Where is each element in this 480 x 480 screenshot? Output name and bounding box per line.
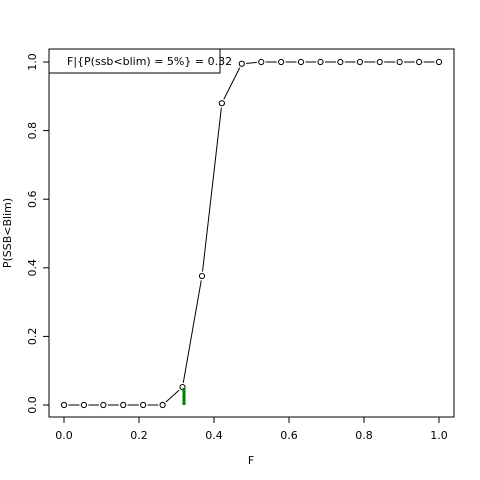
legend-text: F|{P(ssb<blim) = 5%} = 0.32 [67, 55, 232, 68]
point-bg [276, 57, 286, 67]
legend-box [48, 48, 221, 74]
y-tick-label: 0.0 [26, 396, 39, 414]
x-tick-label: 0.6 [280, 429, 298, 442]
data-point [140, 401, 147, 409]
data-point [198, 272, 206, 280]
data-point [100, 401, 107, 409]
point-bg [79, 400, 89, 410]
point-bg [395, 57, 405, 67]
point-bg [335, 57, 345, 67]
point-bg [197, 271, 207, 281]
y-axis-label: P(SSB<Blim) [1, 198, 14, 268]
y-tick-label: 0.4 [26, 259, 39, 277]
data-point [278, 58, 285, 66]
point-bg [434, 57, 444, 67]
point-bg [217, 98, 227, 108]
point-bg [256, 57, 266, 67]
y-tick-label: 0.2 [26, 328, 39, 346]
x-tick-label: 0.0 [55, 429, 73, 442]
y-tick-label: 0.8 [26, 122, 39, 140]
y-tick-label: 1.0 [26, 53, 39, 71]
point-bg [98, 400, 108, 410]
x-tick-label: 0.2 [130, 429, 148, 442]
point-bg [158, 400, 168, 410]
x-axis-label: F [248, 454, 254, 467]
point-bg [316, 57, 325, 67]
x-tick-label: 0.4 [205, 429, 223, 442]
point-bg [375, 57, 385, 67]
data-point [258, 58, 265, 66]
data-point [317, 58, 324, 66]
data-point [218, 100, 225, 107]
point-bg [355, 57, 365, 67]
data-point [356, 58, 363, 66]
point-bg [59, 400, 69, 410]
x-tick-label: 0.8 [355, 429, 373, 442]
data-point [238, 60, 245, 67]
point-bg [138, 400, 148, 410]
data-point [120, 401, 127, 409]
data-point [297, 58, 305, 66]
data-point [416, 58, 423, 66]
data-point [337, 58, 344, 66]
data-point [435, 58, 443, 66]
data-point [376, 58, 383, 66]
y-tick-label: 0.6 [26, 190, 39, 208]
plot-frame [48, 48, 455, 418]
point-bg [118, 400, 128, 410]
point-bg [296, 57, 306, 67]
data-point [60, 401, 68, 409]
point-bg [414, 57, 424, 67]
data-point [80, 401, 87, 409]
point-bg [237, 59, 247, 69]
data-point [396, 58, 403, 66]
data-point [159, 401, 166, 409]
x-tick-label: 1.0 [430, 429, 448, 442]
